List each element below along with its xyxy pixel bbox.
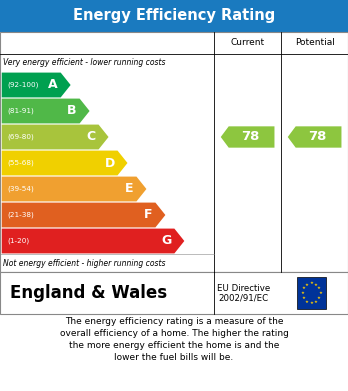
Text: (69-80): (69-80) [7,134,34,140]
Polygon shape [2,99,89,124]
Text: (81-91): (81-91) [7,108,34,114]
Text: (55-68): (55-68) [7,160,34,166]
Text: A: A [48,79,58,91]
Polygon shape [2,203,165,228]
Polygon shape [2,151,127,176]
Polygon shape [2,73,71,97]
Text: ★: ★ [301,291,304,295]
Text: D: D [104,156,115,170]
Text: England & Wales: England & Wales [10,284,168,302]
Text: (92-100): (92-100) [7,82,38,88]
Polygon shape [221,126,275,148]
Text: G: G [161,235,172,248]
FancyBboxPatch shape [0,272,348,314]
Text: 2002/91/EC: 2002/91/EC [219,293,269,302]
Text: Potential: Potential [295,38,334,47]
Text: ★: ★ [305,282,309,287]
Polygon shape [2,177,147,201]
Text: 78: 78 [241,131,260,143]
Text: Not energy efficient - higher running costs: Not energy efficient - higher running co… [3,258,166,267]
Text: ★: ★ [309,301,314,305]
FancyBboxPatch shape [0,32,348,272]
FancyBboxPatch shape [0,0,348,32]
Text: F: F [144,208,153,221]
Polygon shape [288,126,341,148]
Text: C: C [87,131,96,143]
Text: Current: Current [230,38,265,47]
Text: (39-54): (39-54) [7,186,34,192]
Text: 78: 78 [308,131,326,143]
Text: Very energy efficient - lower running costs: Very energy efficient - lower running co… [3,59,166,68]
Text: ★: ★ [318,291,322,295]
Text: ★: ★ [314,282,318,287]
Text: ★: ★ [317,286,321,290]
Text: ★: ★ [302,286,306,290]
Text: ★: ★ [305,300,309,303]
Text: Energy Efficiency Rating: Energy Efficiency Rating [73,9,275,23]
Text: E: E [125,183,134,196]
Polygon shape [2,125,109,149]
Text: ★: ★ [317,296,321,300]
Text: ★: ★ [309,281,314,285]
Text: B: B [68,104,77,118]
Text: (1-20): (1-20) [7,238,29,244]
Text: The energy efficiency rating is a measure of the
overall efficiency of a home. T: The energy efficiency rating is a measur… [60,317,288,362]
Polygon shape [2,229,184,253]
Text: ★: ★ [302,296,306,300]
FancyBboxPatch shape [296,276,326,309]
Text: ★: ★ [314,300,318,303]
Text: EU Directive: EU Directive [217,284,270,293]
Text: (21-38): (21-38) [7,212,34,218]
